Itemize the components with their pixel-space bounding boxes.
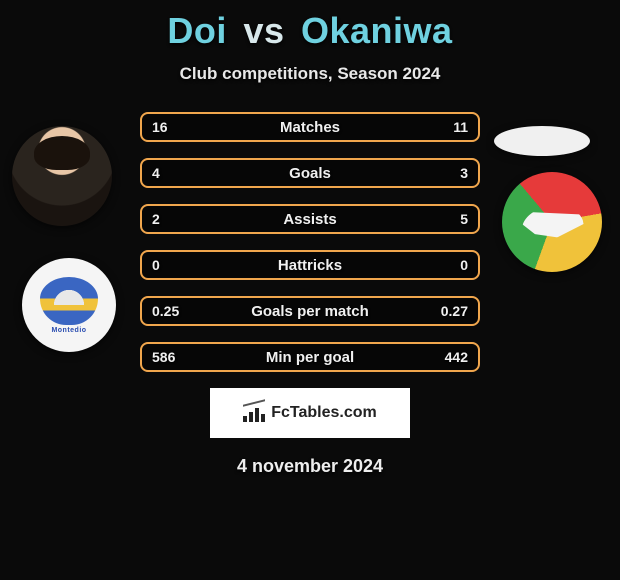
stat-row-goals: 4 Goals 3 bbox=[140, 158, 480, 188]
stat-right-value: 11 bbox=[453, 119, 468, 135]
stat-left-value: 4 bbox=[152, 165, 160, 181]
stat-left-value: 16 bbox=[152, 119, 168, 135]
date-label: 4 november 2024 bbox=[0, 456, 620, 477]
stat-right-value: 0.27 bbox=[441, 303, 468, 319]
player1-name: Doi bbox=[167, 10, 227, 51]
stat-left-value: 586 bbox=[152, 349, 175, 365]
stat-label: Assists bbox=[283, 211, 336, 228]
stat-row-assists: 2 Assists 5 bbox=[140, 204, 480, 234]
stat-row-min-per-goal: 586 Min per goal 442 bbox=[140, 342, 480, 372]
comparison-title: Doi vs Okaniwa bbox=[0, 0, 620, 52]
stats-table: 16 Matches 11 4 Goals 3 2 Assists 5 0 Ha… bbox=[140, 112, 480, 372]
stat-row-goals-per-match: 0.25 Goals per match 0.27 bbox=[140, 296, 480, 326]
stat-right-value: 0 bbox=[460, 257, 468, 273]
chart-icon bbox=[243, 404, 265, 422]
player1-avatar bbox=[12, 126, 112, 226]
stat-right-value: 5 bbox=[460, 211, 468, 227]
stat-left-value: 0.25 bbox=[152, 303, 179, 319]
player2-avatar-placeholder bbox=[494, 126, 590, 156]
brand-badge: FcTables.com bbox=[210, 388, 410, 438]
stat-label: Min per goal bbox=[266, 349, 354, 366]
stat-label: Goals per match bbox=[251, 303, 369, 320]
club-shield-icon bbox=[40, 277, 98, 325]
player2-name: Okaniwa bbox=[301, 10, 453, 51]
stat-right-value: 442 bbox=[445, 349, 468, 365]
stat-row-hattricks: 0 Hattricks 0 bbox=[140, 250, 480, 280]
stat-label: Hattricks bbox=[278, 257, 342, 274]
stat-label: Goals bbox=[289, 165, 331, 182]
club-wordmark: Montedio bbox=[51, 327, 86, 334]
stat-left-value: 2 bbox=[152, 211, 160, 227]
player2-club-logo bbox=[502, 172, 602, 272]
brand-text: FcTables.com bbox=[271, 404, 377, 422]
stat-label: Matches bbox=[280, 119, 340, 136]
vs-label: vs bbox=[243, 10, 284, 51]
player1-club-logo: Montedio bbox=[22, 258, 116, 352]
stat-left-value: 0 bbox=[152, 257, 160, 273]
stat-right-value: 3 bbox=[460, 165, 468, 181]
stat-row-matches: 16 Matches 11 bbox=[140, 112, 480, 142]
subtitle: Club competitions, Season 2024 bbox=[0, 64, 620, 84]
